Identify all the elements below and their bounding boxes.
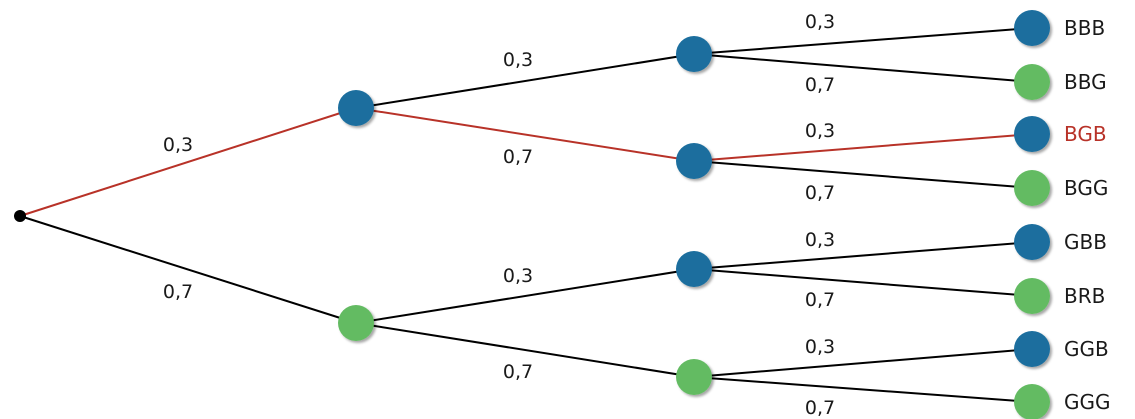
node-gg [676, 359, 712, 395]
label-root-to-green: 0,7 [163, 281, 193, 303]
edge-gg-to-ggb [693, 348, 1033, 378]
outcome-bgb: BGB [1064, 122, 1107, 146]
outcome-bbg: BBG [1064, 70, 1107, 94]
outcome-bbb: BBB [1064, 16, 1105, 40]
node-gb [676, 251, 712, 287]
outcome-brb: BRB [1064, 284, 1105, 308]
label-gb-to-gbb: 0,3 [805, 229, 835, 251]
edge-g-to-gg [355, 322, 695, 378]
tree-nodes [14, 10, 1050, 419]
label-b-to-bg: 0,7 [503, 146, 533, 168]
leaf-node-ggb [1014, 331, 1050, 367]
label-gg-to-ggg: 0,7 [805, 397, 835, 419]
outcome-gbb: GBB [1064, 230, 1107, 254]
edge-bb-to-bbg [693, 53, 1033, 83]
leaf-node-bbg [1014, 64, 1050, 100]
label-g-to-gg: 0,7 [503, 361, 533, 383]
edge-bg-to-bgb [693, 133, 1033, 162]
leaf-node-bgb [1014, 116, 1050, 152]
edge-bg-to-bgg [693, 160, 1033, 189]
label-gg-to-ggb: 0,3 [805, 336, 835, 358]
edge-root-to-green [19, 215, 357, 324]
outcome-ggg: GGG [1064, 390, 1111, 414]
leaf-node-bgg [1014, 170, 1050, 206]
edge-root-to-blue [19, 107, 357, 217]
node-green-level1 [338, 305, 374, 341]
edge-labels: 0,3 0,7 0,3 0,7 0,3 0,7 0,3 0,7 0,3 0,7 … [163, 11, 835, 419]
outcome-labels: BBB BBG BGB BGG GBB BRB GGB GGG [1064, 16, 1111, 414]
edge-b-to-bg [355, 107, 695, 162]
outcome-bgg: BGG [1064, 176, 1108, 200]
edge-g-to-gb [355, 268, 695, 324]
edge-gb-to-brb [693, 268, 1033, 297]
node-bb [676, 36, 712, 72]
label-bg-to-bgg: 0,7 [805, 182, 835, 204]
label-bb-to-bbg: 0,7 [805, 74, 835, 96]
edge-gg-to-ggg [693, 376, 1033, 403]
label-gb-to-brb: 0,7 [805, 289, 835, 311]
edge-bb-to-bbb [693, 27, 1033, 55]
label-bg-to-bgb: 0,3 [805, 120, 835, 142]
tree-edges [19, 27, 1033, 403]
edge-b-to-bb [355, 53, 695, 109]
edge-gb-to-gbb [693, 241, 1033, 270]
node-blue-level1 [338, 90, 374, 126]
outcome-ggb: GGB [1064, 337, 1109, 361]
leaf-node-brb [1014, 278, 1050, 314]
label-b-to-bb: 0,3 [503, 49, 533, 71]
node-bg [676, 143, 712, 179]
root-node [14, 210, 26, 222]
label-bb-to-bbb: 0,3 [805, 11, 835, 33]
label-root-to-blue: 0,3 [163, 134, 193, 156]
leaf-node-ggg [1014, 384, 1050, 419]
label-g-to-gb: 0,3 [503, 265, 533, 287]
leaf-node-gbb [1014, 224, 1050, 260]
leaf-node-bbb [1014, 10, 1050, 46]
